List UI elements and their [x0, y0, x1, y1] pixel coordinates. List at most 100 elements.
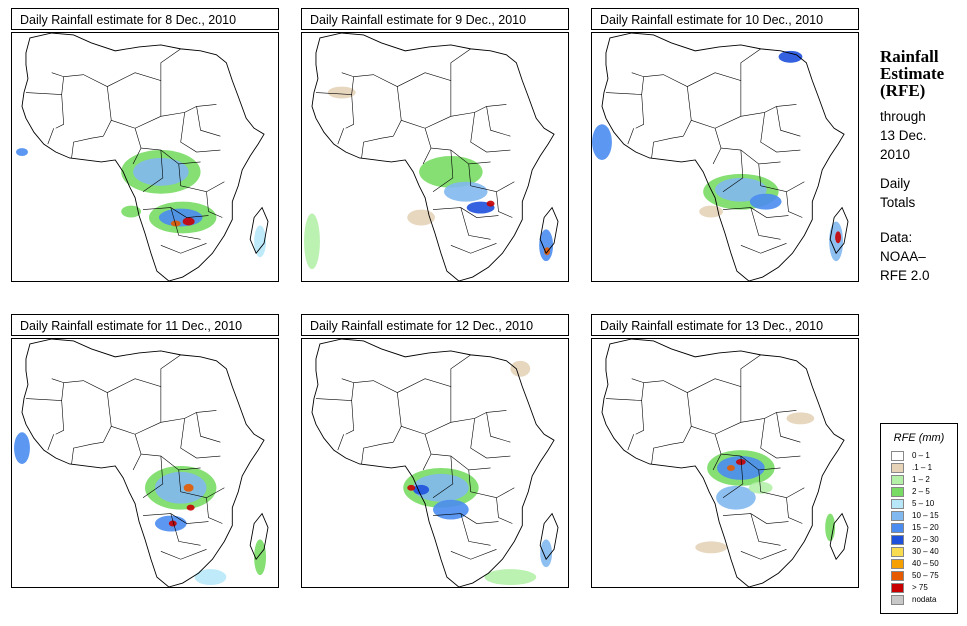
country-border [111, 422, 161, 435]
country-border [431, 453, 491, 471]
madagascar-outline [539, 512, 559, 561]
country-border [111, 116, 161, 129]
rain-area [413, 473, 469, 502]
country-border [142, 456, 164, 498]
legend-swatch [891, 583, 904, 593]
legend-swatch [891, 595, 904, 605]
country-border [786, 191, 803, 218]
legend-swatch [891, 547, 904, 557]
rain-area [170, 220, 181, 227]
rain-area [194, 569, 227, 586]
rainfall-map [11, 32, 279, 282]
legend-swatch [891, 451, 904, 461]
country-border [758, 469, 805, 499]
country-border [432, 456, 454, 498]
country-border [627, 128, 635, 145]
country-border [651, 441, 684, 465]
rain-area [717, 456, 765, 480]
country-border [758, 163, 805, 193]
country-border [691, 422, 741, 435]
rain-area [715, 177, 767, 202]
legend-label: 10 – 15 [912, 511, 939, 520]
country-border [468, 163, 515, 193]
rain-area [510, 360, 531, 377]
rain-area [133, 157, 189, 186]
madagascar-outline [249, 206, 269, 255]
rain-area [695, 541, 727, 554]
rain-area [304, 213, 320, 270]
country-border [460, 207, 491, 240]
country-border [63, 380, 112, 443]
country-border [470, 418, 511, 459]
country-border [496, 497, 513, 524]
country-border [431, 147, 491, 165]
africa-map [304, 33, 559, 281]
country-border [635, 94, 644, 129]
country-border [450, 354, 471, 387]
country-border [397, 378, 452, 423]
country-border [643, 74, 692, 137]
rain-area [825, 513, 836, 542]
panel-dec-13: Daily Rainfall estimate for 13 Dec., 201… [591, 314, 861, 588]
country-border [470, 112, 511, 153]
data-label: Data: [880, 230, 913, 245]
country-border [635, 400, 644, 435]
totals-line: Daily [880, 176, 911, 191]
rainfall-map [591, 32, 859, 282]
rain-area [419, 156, 483, 188]
country-border [71, 135, 104, 159]
country-border [361, 135, 394, 159]
country-border [160, 104, 217, 117]
rain-area [154, 471, 207, 504]
country-border [196, 412, 221, 443]
country-border [750, 207, 781, 240]
country-border [142, 150, 164, 192]
rain-area [433, 499, 469, 520]
country-border [361, 441, 394, 465]
rain-area [716, 485, 756, 510]
country-border [422, 434, 432, 471]
rain-area [726, 464, 735, 471]
country-border [132, 434, 142, 471]
rain-area [121, 205, 142, 218]
country-border [47, 128, 55, 145]
panel-dec-08: Daily Rainfall estimate for 8 Dec., 2010 [11, 8, 281, 282]
country-border [25, 378, 64, 401]
country-border [450, 410, 507, 423]
country-border [740, 354, 761, 387]
country-border [722, 150, 744, 192]
country-border [107, 72, 162, 117]
panel-title: Daily Rainfall estimate for 12 Dec., 201… [301, 314, 569, 336]
legend-swatch [891, 499, 904, 509]
country-border [722, 207, 789, 218]
rain-area [182, 217, 195, 226]
country-border [353, 74, 402, 137]
country-border [776, 412, 801, 443]
coastline [21, 33, 265, 281]
country-border [315, 72, 354, 95]
legend-swatch [891, 559, 904, 569]
country-border [740, 549, 787, 560]
data-source: NOAA– [880, 249, 926, 264]
legend-label: 2 – 5 [912, 487, 930, 496]
country-border [776, 106, 801, 137]
rain-area [16, 148, 28, 157]
legend-swatch [891, 523, 904, 533]
africa-map [592, 33, 849, 281]
rain-area [749, 193, 782, 210]
country-border [170, 513, 201, 546]
country-border [651, 135, 684, 159]
country-border [422, 128, 432, 165]
rain-area [413, 484, 430, 495]
country-border [740, 243, 787, 254]
country-border [468, 469, 515, 499]
rain-area [327, 86, 356, 99]
country-border [486, 106, 511, 137]
rain-area [254, 539, 267, 576]
country-border [353, 380, 402, 443]
country-border [178, 163, 225, 193]
panel-title: Daily Rainfall estimate for 8 Dec., 2010 [11, 8, 279, 30]
heading-line: (RFE) [880, 81, 926, 100]
legend-label: 15 – 20 [912, 523, 939, 532]
country-border [643, 380, 692, 443]
